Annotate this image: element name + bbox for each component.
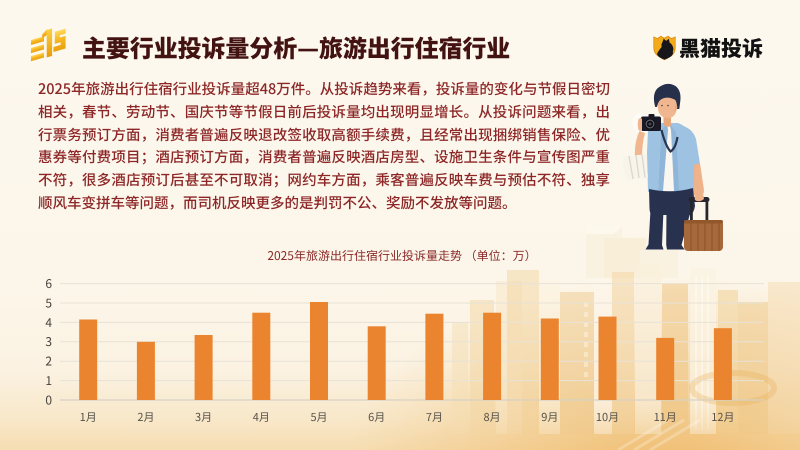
svg-text:6月: 6月	[368, 409, 385, 425]
svg-text:2月: 2月	[137, 409, 154, 425]
svg-text:5: 5	[45, 294, 52, 311]
svg-text:11月: 11月	[654, 409, 677, 425]
svg-text:8月: 8月	[484, 409, 501, 425]
svg-text:3: 3	[45, 333, 52, 350]
svg-text:9月: 9月	[541, 409, 558, 425]
svg-text:10月: 10月	[596, 409, 619, 425]
svg-text:12月: 12月	[711, 409, 734, 425]
svg-text:3月: 3月	[195, 409, 212, 425]
svg-text:1月: 1月	[80, 409, 97, 425]
svg-text:1: 1	[45, 372, 52, 389]
svg-text:7月: 7月	[426, 409, 443, 425]
svg-text:4月: 4月	[253, 409, 270, 425]
svg-text:2: 2	[45, 353, 52, 370]
svg-text:5月: 5月	[310, 409, 327, 425]
svg-text:6: 6	[45, 275, 52, 292]
svg-text:0: 0	[45, 391, 52, 408]
svg-text:4: 4	[45, 314, 52, 331]
